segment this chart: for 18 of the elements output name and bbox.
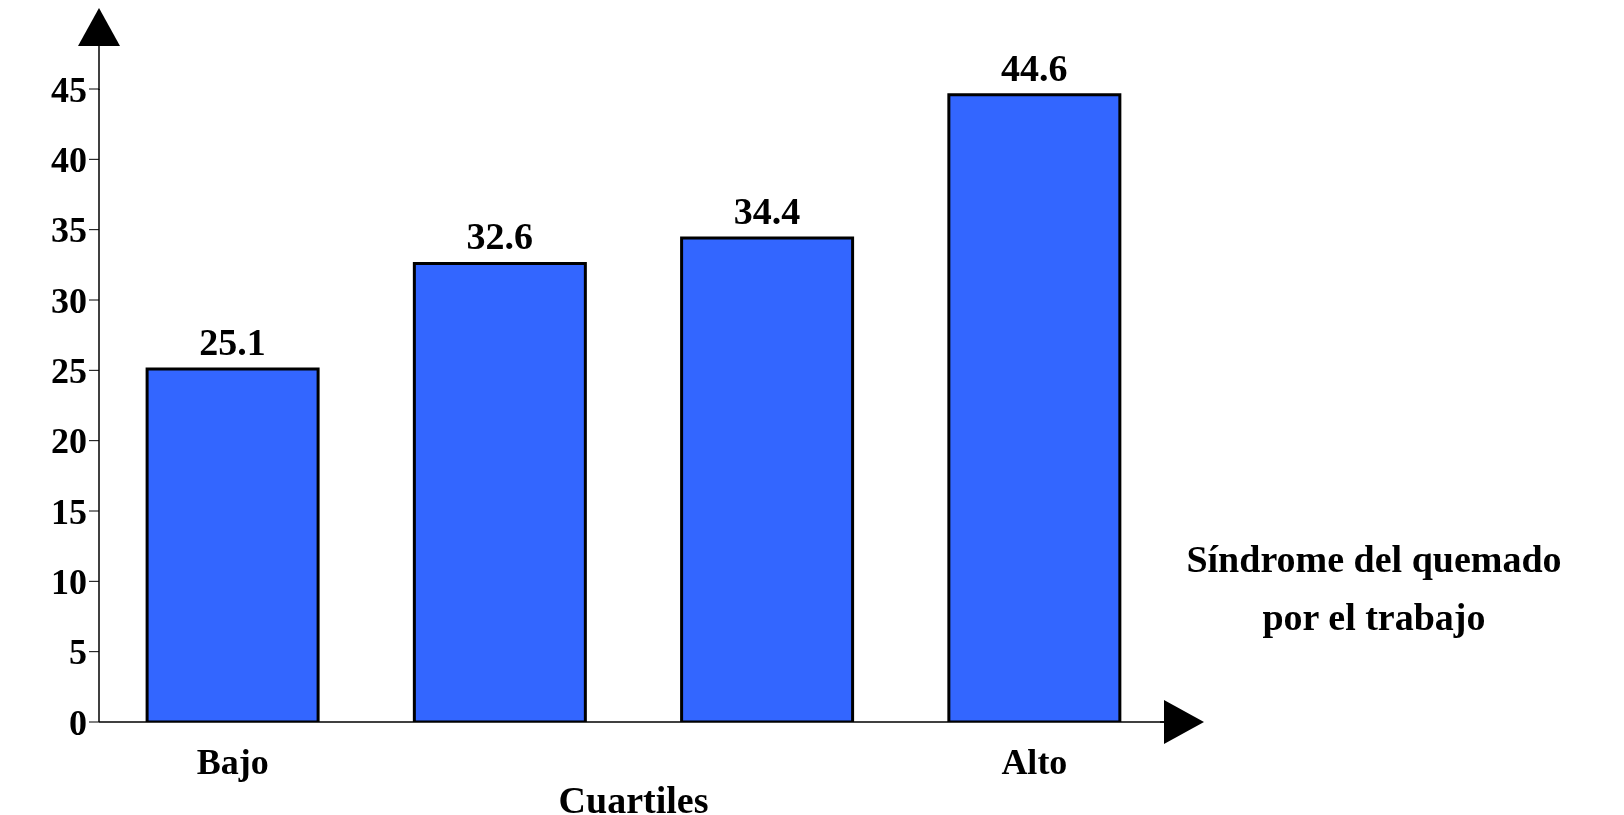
x-axis-title: Cuartiles <box>558 779 709 815</box>
data-label: 34.4 <box>733 190 801 233</box>
y-tick-label: 0 <box>69 702 87 743</box>
y-tick-label: 45 <box>51 69 87 110</box>
y-tick-label: 5 <box>69 632 87 673</box>
x-tick-label: Bajo <box>196 741 269 782</box>
y-tick-label: 35 <box>51 210 87 251</box>
y-tick-label: 40 <box>51 140 87 181</box>
data-label: 44.6 <box>1001 46 1068 89</box>
data-label: 32.6 <box>466 215 534 258</box>
y-tick-label: 10 <box>51 562 87 603</box>
y-tick-label: 15 <box>51 491 87 532</box>
text: Síndrome del quemado por el trabajo <box>1185 537 1563 640</box>
y-tick-label: 30 <box>51 280 87 321</box>
data-label: 25.1 <box>199 320 266 363</box>
y-tick-label: 20 <box>51 421 87 462</box>
x-tick-label: Alto <box>1001 741 1068 782</box>
y-tick-label: 25 <box>51 351 87 392</box>
